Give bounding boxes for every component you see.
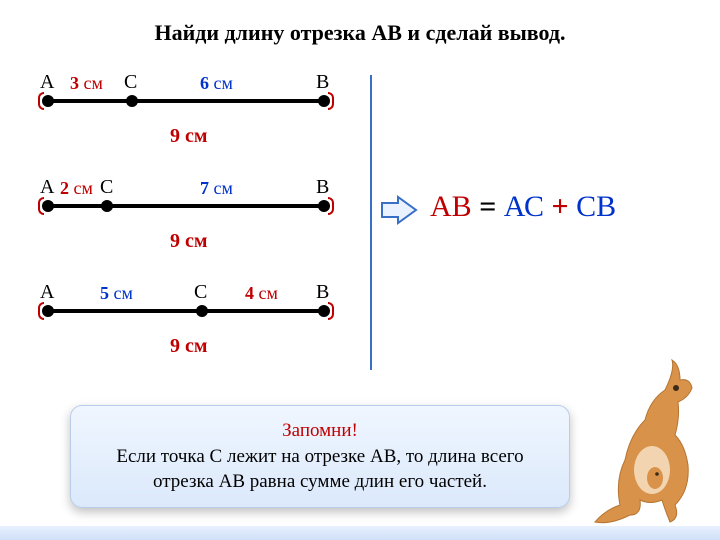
- measure-ab-total: 9 см: [170, 125, 208, 148]
- segment-2: А С В 2 см 7 см 9 см: [40, 180, 360, 275]
- point-a-label: А: [40, 71, 54, 94]
- measure-ab-total: 9 см: [170, 335, 208, 358]
- dot-c: [196, 305, 208, 317]
- page-title: Найди длину отрезка АВ и сделай вывод.: [0, 0, 720, 46]
- point-c-label: С: [100, 176, 113, 199]
- endcap-left: [38, 92, 44, 110]
- segment-1: А С В 3 см 6 см 9 см: [40, 75, 360, 170]
- point-c-label: С: [194, 281, 207, 304]
- measure-ab-total: 9 см: [170, 230, 208, 253]
- diagram-area: А С В 3 см 6 см 9 см А С В 2 см: [40, 75, 360, 390]
- segment-line: [46, 204, 326, 208]
- segment-3: А С В 5 см 4 см 9 см: [40, 285, 360, 380]
- endcap-right: [328, 92, 334, 110]
- point-c-label: С: [124, 71, 137, 94]
- measure-ac: 3 см: [70, 73, 103, 94]
- arrow-icon: [380, 195, 420, 230]
- point-b-label: В: [316, 176, 329, 199]
- point-b-label: В: [316, 281, 329, 304]
- point-b-label: В: [316, 71, 329, 94]
- measure-cb: 6 см: [200, 73, 233, 94]
- formula: АВ = АС + СВ: [430, 190, 616, 224]
- dot-c: [126, 95, 138, 107]
- segment-line: [46, 99, 326, 103]
- endcap-left: [38, 302, 44, 320]
- measure-ac: 2 см: [60, 178, 93, 199]
- measure-cb: 4 см: [245, 283, 278, 304]
- point-a-label: А: [40, 281, 54, 304]
- endcap-left: [38, 197, 44, 215]
- note-text: Если точка С лежит на отрезке АВ, то дли…: [116, 446, 523, 493]
- endcap-right: [328, 197, 334, 215]
- note-box: Запомни! Если точка С лежит на отрезке А…: [70, 405, 570, 508]
- segment-line: [46, 309, 326, 313]
- kangaroo-icon: [580, 350, 710, 530]
- endcap-right: [328, 302, 334, 320]
- vertical-divider: [370, 75, 372, 370]
- measure-ac: 5 см: [100, 283, 133, 304]
- point-a-label: А: [40, 176, 54, 199]
- measure-cb: 7 см: [200, 178, 233, 199]
- dot-c: [101, 200, 113, 212]
- remember-label: Запомни!: [282, 420, 358, 441]
